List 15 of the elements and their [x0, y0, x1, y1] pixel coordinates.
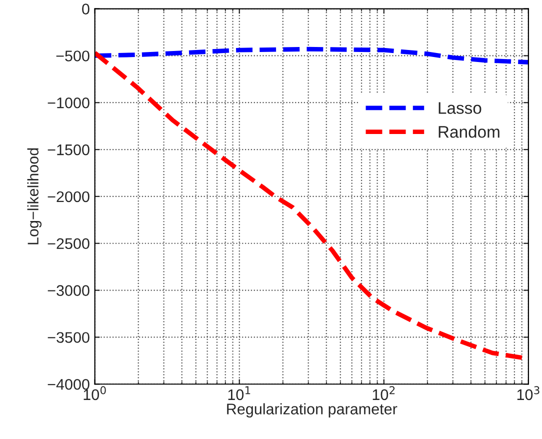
- y-axis-title: Log−likelihood: [27, 148, 42, 244]
- y-tick-label: −1500: [48, 144, 90, 156]
- legend-label: Lasso: [438, 102, 482, 114]
- y-tick-label: −2000: [48, 191, 90, 202]
- y-tick-label: −3500: [48, 332, 90, 343]
- y-tick-label: −1000: [48, 97, 90, 108]
- x-tick-label: 10$^{3}$: [517, 386, 540, 400]
- x-tick-label: 10$^{2}$: [372, 386, 395, 400]
- y-tick-label: −2500: [48, 238, 90, 250]
- x-axis-title: Regularization parameter: [227, 403, 398, 418]
- y-tick-label: 0: [82, 4, 90, 14]
- x-tick-label: 10$^{1}$: [228, 386, 250, 400]
- legend-label: Random: [438, 126, 500, 138]
- y-tick-label: −3000: [48, 285, 90, 296]
- y-tick-label: −500: [56, 50, 90, 62]
